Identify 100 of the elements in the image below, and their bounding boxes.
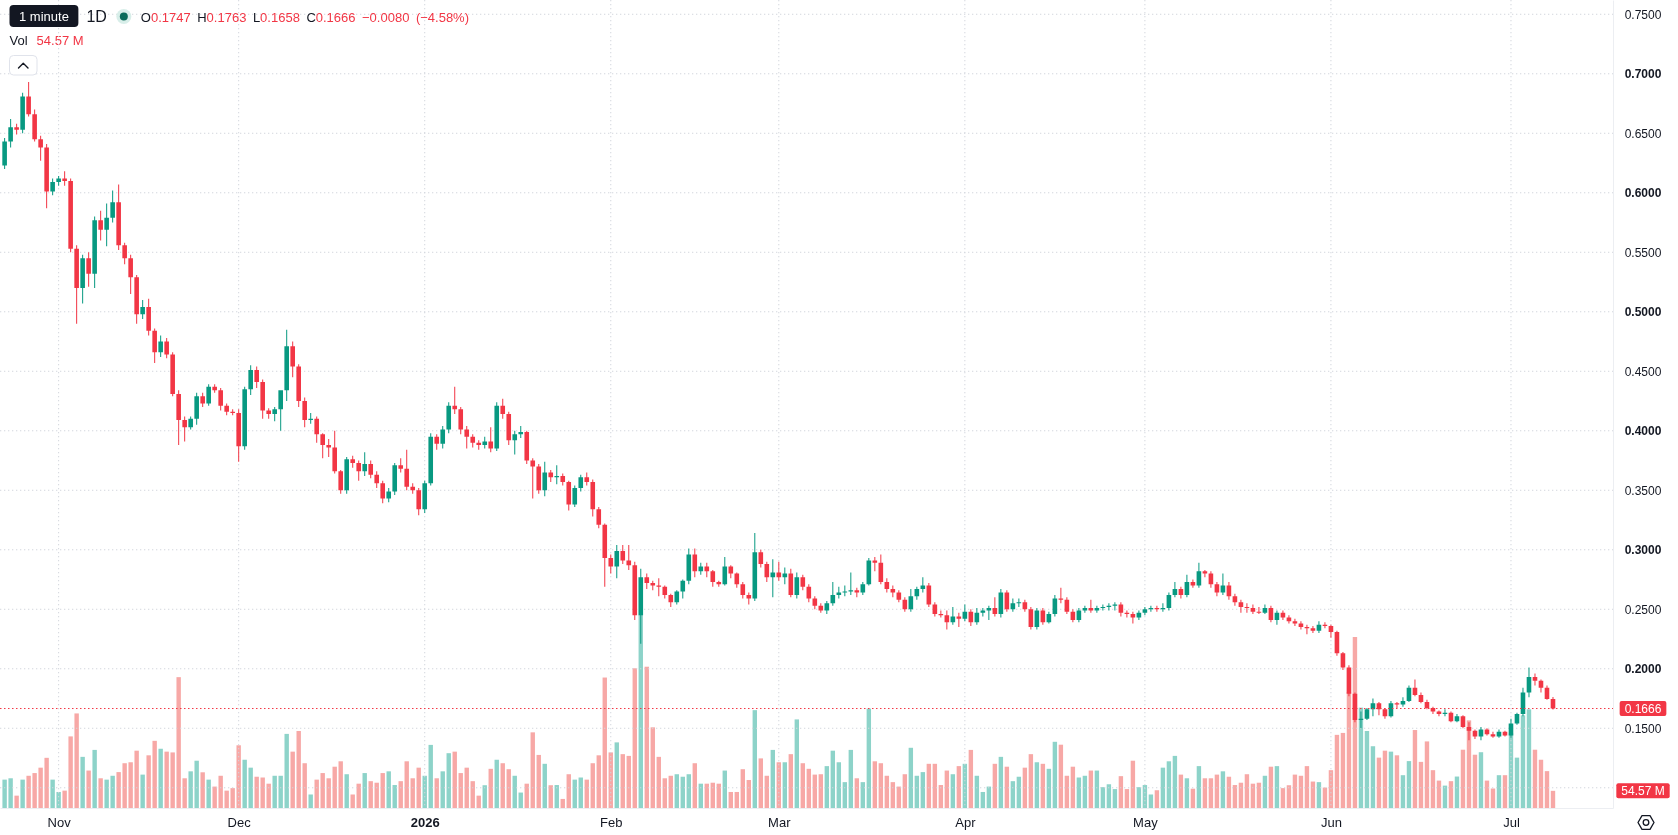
x-tick-label: Dec [227, 815, 252, 831]
bar [590, 763, 595, 808]
candlestick [38, 135, 43, 161]
x-tick-label: May [1133, 815, 1159, 831]
bar [650, 727, 655, 808]
candlestick [710, 570, 716, 587]
bar [1406, 761, 1412, 808]
candlestick [308, 412, 313, 424]
bar [386, 771, 391, 808]
y-tick-label: 0.3500 [1624, 483, 1662, 498]
bar [1160, 767, 1166, 808]
candlestick [458, 406, 464, 435]
candlestick [314, 416, 319, 443]
bar [1100, 787, 1106, 808]
candlestick [842, 585, 848, 597]
bar [326, 778, 331, 808]
bar [926, 763, 932, 808]
candlestick [344, 456, 350, 494]
bar [506, 769, 511, 808]
bar [854, 778, 860, 808]
bar [908, 747, 914, 808]
candlestick [740, 581, 746, 599]
candlestick [194, 392, 199, 425]
bar [1010, 781, 1016, 808]
bar [1418, 761, 1424, 808]
bar [662, 778, 667, 808]
candlestick [512, 430, 518, 455]
candlestick [86, 252, 91, 287]
x-tick-label: Apr [955, 815, 977, 831]
x-tick-label: Jul [1503, 815, 1520, 831]
candlestick [68, 178, 73, 253]
bar [86, 770, 91, 808]
y-tick-label: 0.3000 [1624, 543, 1662, 558]
y-tick-label: 0.4000 [1624, 424, 1662, 439]
text: 1D [86, 8, 107, 25]
bar [644, 666, 649, 808]
candlestick [566, 480, 572, 511]
y-tick-label: 0.7500 [1624, 7, 1662, 22]
bar [674, 774, 679, 808]
candlestick [578, 474, 584, 492]
candlestick [320, 433, 325, 459]
bar [1202, 778, 1208, 808]
candlestick [386, 487, 392, 503]
bar [1154, 790, 1160, 808]
bar [686, 774, 691, 808]
bar [344, 774, 349, 808]
x-tick-label: Mar [768, 815, 792, 831]
bar [1136, 787, 1142, 808]
candlestick [524, 430, 530, 465]
candlestick [746, 592, 752, 605]
y-tick-label: 0.5000 [1624, 305, 1662, 320]
candlestick [140, 299, 145, 319]
bar [1106, 784, 1112, 808]
candlestick [398, 458, 404, 473]
candlestick [224, 403, 229, 416]
candlestick [464, 426, 470, 449]
x-tick-label: Jun [1320, 815, 1342, 831]
candlestick [848, 572, 854, 595]
candlestick [872, 556, 878, 572]
candlestick [662, 585, 668, 599]
bar [1364, 730, 1370, 808]
candlestick [290, 341, 295, 378]
y-tick-label: 0.1500 [1624, 721, 1662, 736]
candlestick [218, 387, 223, 411]
bar [1040, 763, 1046, 808]
bar [488, 768, 493, 808]
candlestick [164, 337, 169, 359]
bar [836, 762, 842, 808]
candlestick [326, 439, 331, 457]
bar [728, 791, 733, 808]
bar [1280, 788, 1286, 808]
bar [1526, 709, 1532, 808]
bar [1430, 770, 1436, 808]
candlestick [494, 402, 500, 451]
bar [1472, 754, 1478, 808]
y-tick-label: 0.2500 [1624, 602, 1662, 617]
bar [734, 791, 739, 808]
candlestick [476, 440, 482, 450]
bar [314, 779, 319, 808]
bar [410, 778, 415, 808]
bar [548, 785, 553, 808]
bar [440, 771, 445, 808]
bar [740, 769, 745, 808]
candlestick [80, 254, 85, 304]
bar [404, 761, 409, 808]
y-tick-label: 0.6500 [1624, 126, 1662, 141]
bar [566, 774, 571, 808]
bar [1184, 778, 1190, 808]
bar [1172, 755, 1178, 808]
candlestick [446, 402, 452, 434]
candlestick [380, 480, 386, 504]
y-tick-label: 0.4500 [1624, 364, 1662, 379]
bar [956, 766, 962, 808]
bar [1376, 757, 1382, 808]
bar [530, 732, 535, 808]
bar [560, 798, 565, 808]
candlestick [584, 472, 590, 486]
candlestick [554, 465, 560, 485]
candlestick [254, 366, 259, 388]
bar [1496, 775, 1502, 808]
